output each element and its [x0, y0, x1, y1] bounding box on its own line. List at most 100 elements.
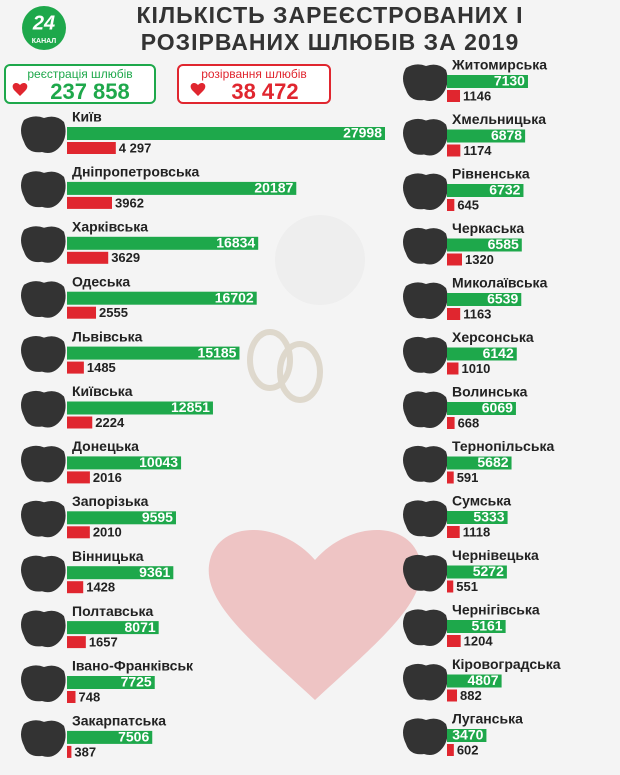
category-label: Черкаська	[452, 220, 524, 236]
category-label: Харківська	[72, 219, 148, 235]
bar	[67, 346, 240, 360]
region-map	[21, 610, 66, 648]
category-label: Рівненська	[452, 166, 530, 182]
region-map	[21, 445, 66, 483]
bar	[447, 635, 461, 647]
category-label: Тернопільська	[452, 438, 554, 454]
value-label: 15185	[198, 344, 237, 360]
value-label: 5333	[473, 509, 504, 525]
category-label: Полтавська	[72, 603, 153, 619]
legend-label: розірвання шлюбів	[201, 67, 307, 81]
category-label: Закарпатська	[72, 713, 166, 729]
value-label: 6585	[488, 236, 519, 252]
region-map	[403, 609, 448, 646]
value-label: 668	[458, 415, 480, 430]
region-map	[403, 118, 448, 156]
value-label: 5272	[473, 563, 504, 579]
bar	[67, 456, 182, 470]
category-label: Чернігівська	[452, 602, 540, 618]
bar	[447, 253, 462, 266]
value-label: 20187	[254, 180, 293, 196]
category-label: Чернівецька	[452, 547, 539, 563]
value-label: 6142	[483, 345, 514, 361]
decoration	[208, 215, 422, 700]
bar	[447, 580, 454, 593]
bar	[447, 471, 454, 484]
value-label: 10043	[139, 454, 178, 470]
value-label: 2555	[99, 305, 128, 320]
bar	[67, 730, 153, 744]
bar	[447, 184, 524, 197]
value-label: 882	[460, 688, 482, 703]
bar	[67, 566, 174, 580]
region-map	[21, 226, 66, 263]
category-label: Волинська	[452, 384, 528, 400]
value-label: 551	[456, 579, 478, 594]
category-label: Кіровоградська	[452, 656, 561, 672]
category-label: Івано-Франківськ	[72, 658, 194, 674]
bar	[67, 181, 297, 195]
value-label: 3470	[452, 727, 483, 743]
category-label: Луганська	[452, 711, 523, 727]
bar	[447, 293, 522, 306]
bar	[67, 127, 385, 140]
value-label: 9595	[142, 509, 173, 525]
region-map	[403, 391, 448, 428]
bar	[67, 621, 159, 635]
bar	[447, 729, 487, 742]
category-label: Київ	[72, 109, 102, 125]
bar	[447, 308, 461, 320]
value-label: 1485	[87, 360, 116, 375]
logo-badge	[22, 6, 66, 50]
bar	[67, 691, 76, 703]
logo-name: КАНАЛ	[32, 38, 57, 45]
value-label: 1204	[464, 633, 494, 648]
value-label: 16834	[216, 235, 255, 251]
value-label: 2016	[93, 470, 122, 485]
bar	[67, 291, 257, 305]
legend-total: 38 472	[231, 79, 298, 104]
value-label: 645	[457, 197, 479, 212]
region-map	[403, 336, 448, 374]
legend-box	[4, 64, 156, 104]
region-map	[403, 500, 448, 537]
value-label: 1320	[465, 252, 494, 267]
bar	[67, 471, 90, 484]
region-map	[403, 173, 448, 210]
value-label: 7725	[121, 674, 152, 690]
region-map	[403, 227, 448, 265]
bar	[447, 417, 455, 429]
value-label: 6878	[491, 127, 522, 143]
category-label: Херсонська	[452, 329, 534, 345]
value-label: 5161	[471, 618, 502, 634]
value-label: 2010	[93, 525, 122, 540]
value-label: 6069	[482, 400, 513, 416]
value-label: 602	[457, 742, 479, 757]
category-label: Сумська	[452, 493, 511, 509]
value-label: 591	[457, 470, 479, 485]
bar	[447, 744, 454, 756]
value-label: 1657	[89, 635, 118, 650]
value-label: 3962	[115, 195, 144, 210]
value-label: 3629	[111, 250, 140, 265]
bar	[447, 362, 459, 375]
category-label: Донецька	[72, 438, 139, 454]
value-label: 16702	[215, 289, 254, 305]
title-box: КІЛЬКІСТЬ ЗАРЕЄСТРОВАНИХ І РОЗІРВАНИХ ШЛ…	[137, 2, 523, 55]
value-label: 12851	[171, 399, 210, 415]
value-label: 387	[74, 744, 96, 759]
bar	[447, 129, 526, 143]
bar	[447, 347, 517, 361]
value-label: 4 297	[119, 140, 152, 155]
category-label: Миколаївська	[452, 275, 548, 291]
bar	[67, 745, 72, 758]
region-map	[21, 720, 66, 757]
category-label: Київська	[72, 383, 133, 399]
bar	[447, 144, 461, 157]
value-label: 1428	[86, 580, 115, 595]
bar	[447, 402, 516, 415]
value-label: 6732	[489, 182, 520, 198]
bar	[67, 526, 90, 539]
